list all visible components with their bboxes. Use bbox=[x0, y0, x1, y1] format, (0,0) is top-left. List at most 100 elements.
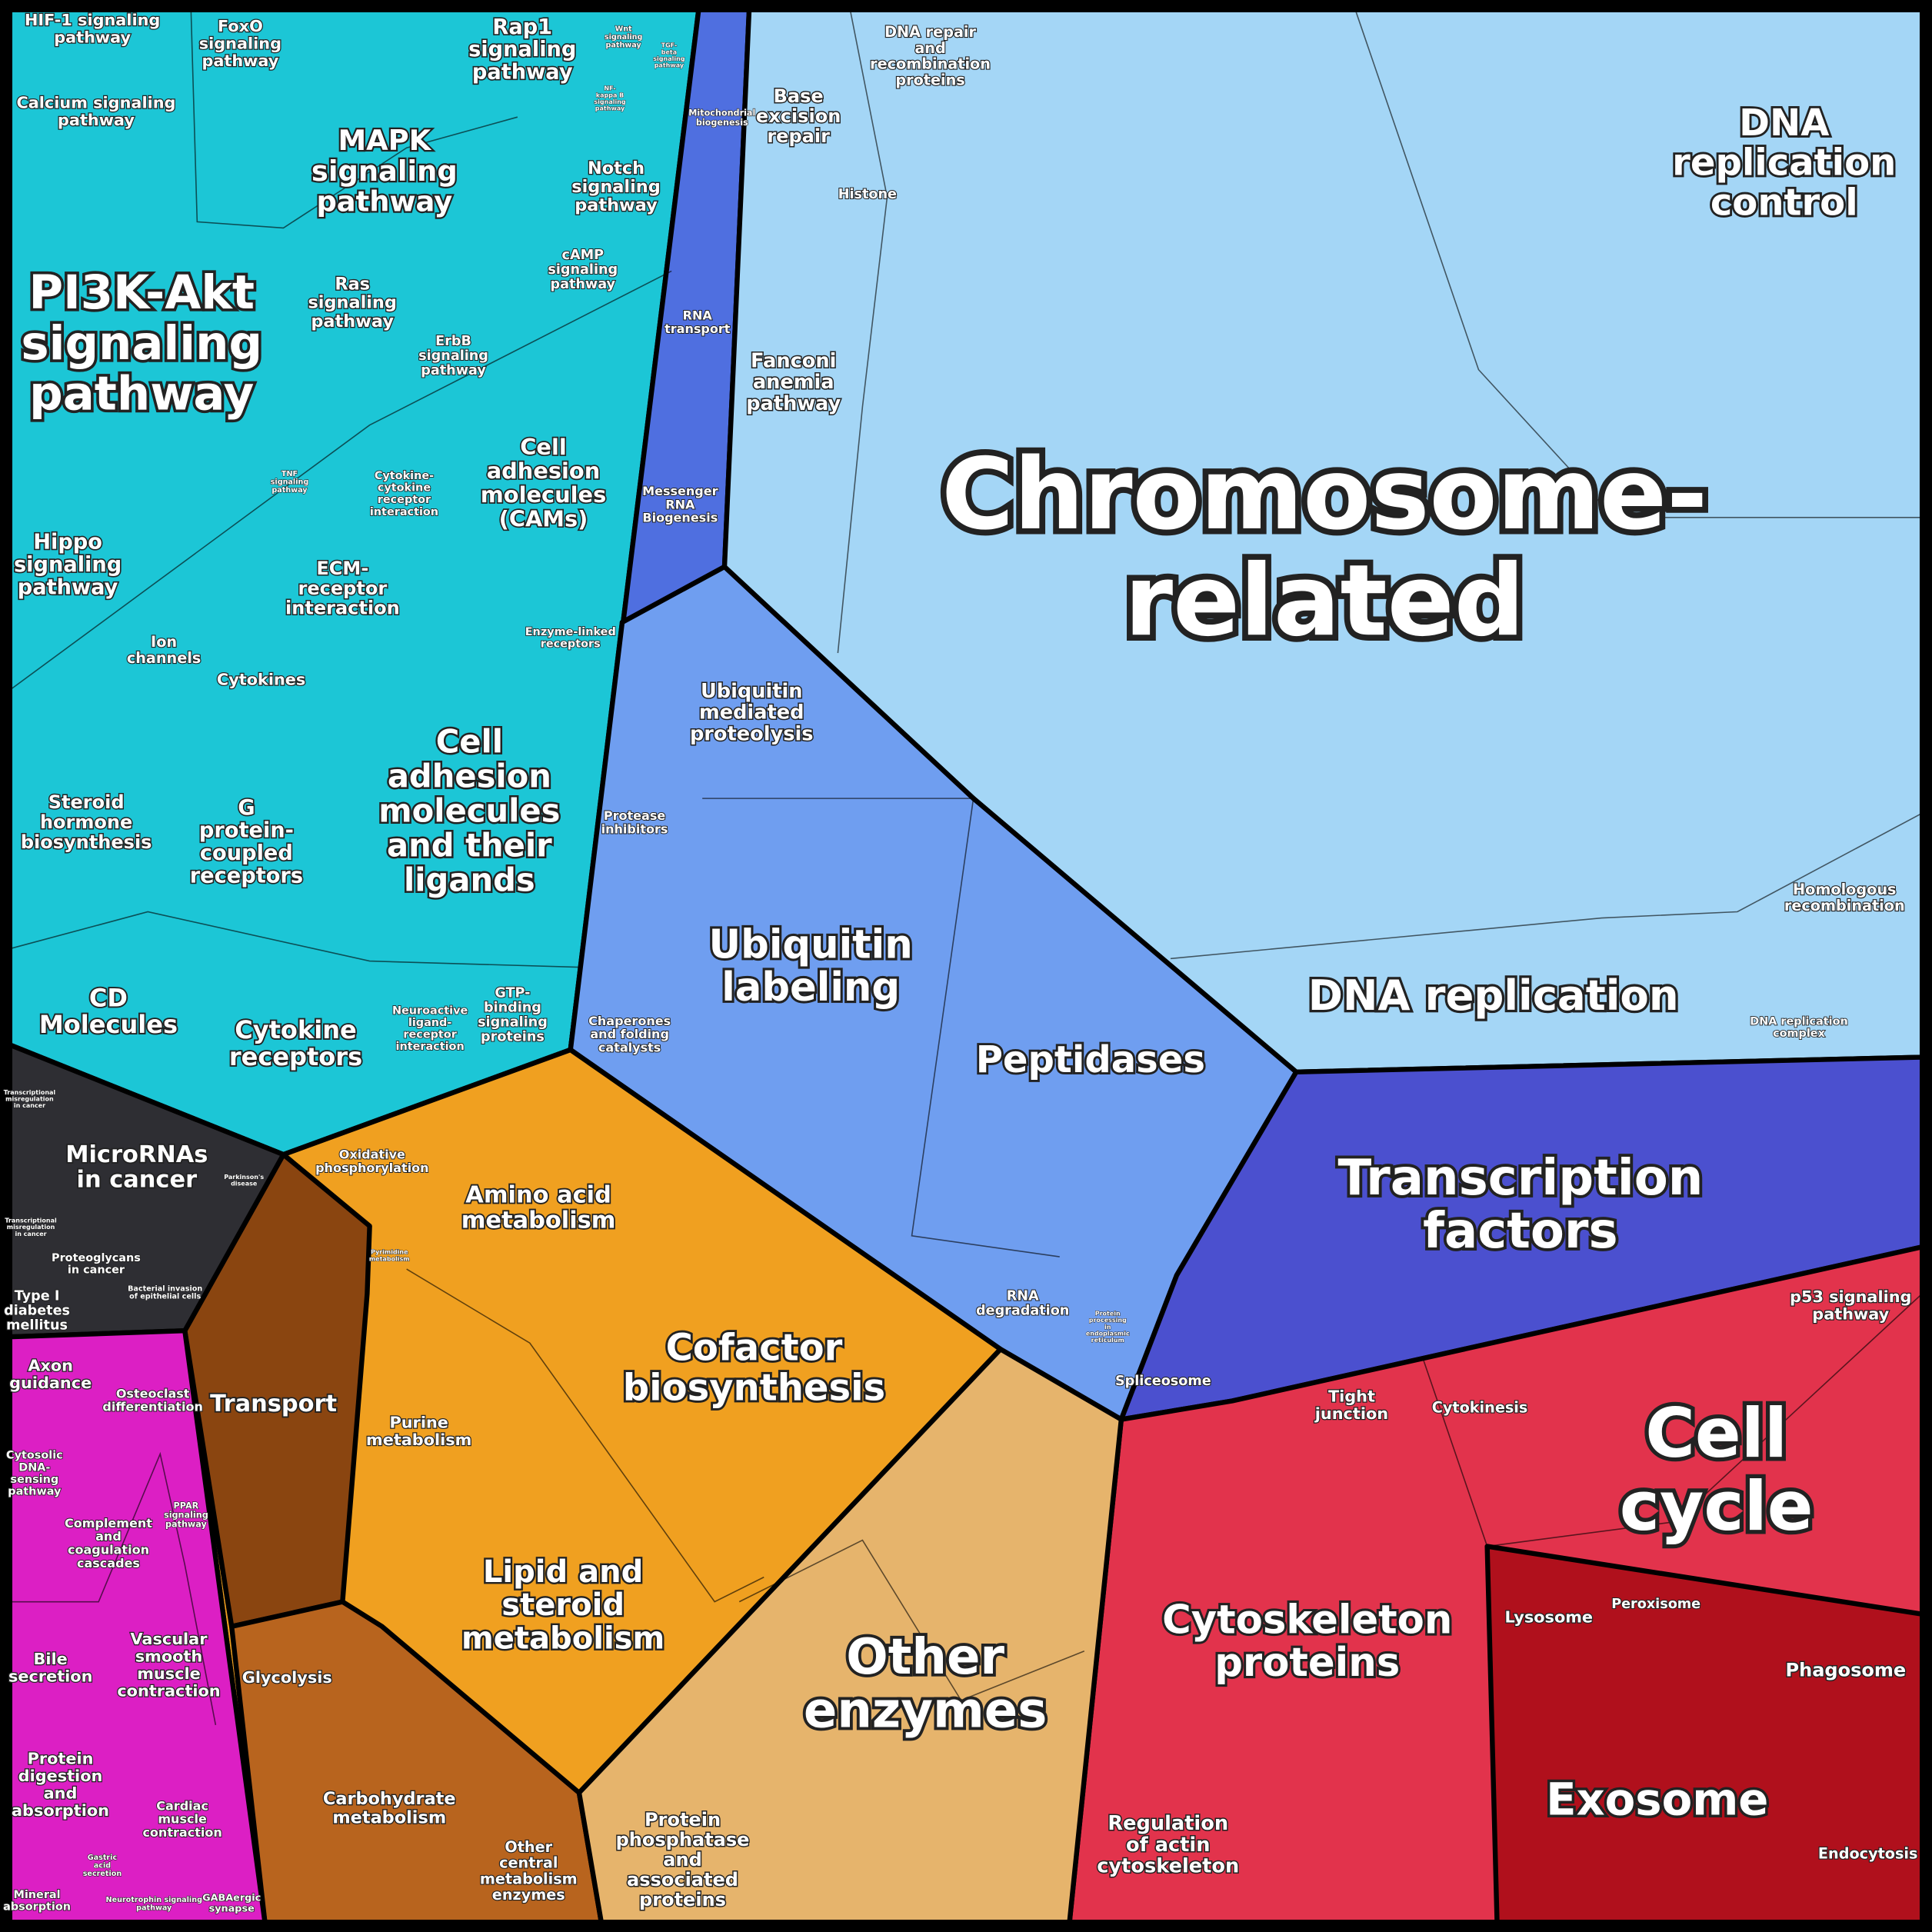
region-label: Biogenesis bbox=[642, 511, 718, 525]
region-label: Carbohydrate bbox=[323, 1789, 456, 1809]
region-label: HIF-1 signaling bbox=[25, 11, 160, 29]
region-label: Rap1 bbox=[492, 15, 552, 39]
region-label: DNA replication bbox=[1308, 971, 1679, 1020]
region-label: Proteoglycans bbox=[52, 1252, 141, 1264]
region-label: RNA bbox=[665, 497, 695, 511]
region-label: Endocytosis bbox=[1818, 1845, 1918, 1863]
region-label: Osteoclast bbox=[116, 1386, 190, 1401]
region-label: RNA bbox=[1007, 1288, 1039, 1304]
region-label: signaling bbox=[311, 155, 458, 188]
region-label: pathway bbox=[136, 1904, 172, 1912]
region-label: receptors bbox=[229, 1042, 362, 1071]
region-label: Mineral bbox=[14, 1889, 61, 1901]
region-label: signaling bbox=[478, 1015, 548, 1031]
cell-border bbox=[1170, 812, 1923, 960]
region-label: MAPK bbox=[338, 124, 431, 157]
region-label: PPAR bbox=[174, 1501, 199, 1511]
region-label: pathway bbox=[165, 1520, 207, 1530]
region-label: Fanconi bbox=[751, 350, 836, 373]
region-label: enzymes bbox=[804, 1682, 1048, 1739]
region-label: hormone bbox=[40, 811, 132, 833]
cell-border bbox=[406, 1268, 764, 1603]
region-label: Enzyme-linked bbox=[525, 626, 616, 638]
region-label: transport bbox=[665, 321, 731, 336]
region-label: GTP- bbox=[495, 986, 530, 1001]
region-label: NF- bbox=[604, 85, 615, 92]
region-label: control bbox=[1710, 182, 1858, 225]
region-label: pathway bbox=[202, 52, 278, 70]
region-label: pathway bbox=[550, 277, 615, 292]
region-label: Type I bbox=[15, 1289, 60, 1304]
region-label: Homologous bbox=[1793, 881, 1896, 898]
region-label: Wnt bbox=[615, 25, 632, 34]
region-label: Molecules bbox=[39, 1010, 178, 1039]
region-label: proteins bbox=[895, 71, 964, 88]
region-label: muscle bbox=[137, 1664, 200, 1683]
region-label: biosynthesis bbox=[623, 1366, 885, 1409]
region-label: of actin bbox=[1126, 1834, 1210, 1857]
region-label: Purine bbox=[389, 1413, 448, 1431]
region-label: metabolism bbox=[369, 1255, 410, 1262]
region-label: repair bbox=[767, 125, 830, 147]
region-label: Messenger bbox=[642, 484, 718, 498]
region-label: RNA bbox=[683, 308, 713, 323]
region-label: DNA bbox=[1739, 102, 1829, 145]
exosome-region bbox=[1484, 1544, 1925, 1925]
cell-border bbox=[702, 798, 1060, 1257]
region-label: DNA repair bbox=[884, 23, 976, 41]
region-label: contraction bbox=[142, 1825, 222, 1840]
region-label: Transcription bbox=[1337, 1150, 1703, 1207]
region-label: pathway bbox=[18, 575, 118, 599]
region-label: pathway bbox=[1812, 1304, 1889, 1323]
region-label: ECM- bbox=[316, 558, 368, 579]
region-label: Calcium signaling bbox=[16, 94, 175, 112]
region-label: junction bbox=[1314, 1404, 1388, 1423]
region-label: signaling bbox=[571, 177, 660, 197]
other-enzymes-region bbox=[576, 1347, 1124, 1925]
region-label: in cancer bbox=[68, 1264, 125, 1276]
magenta-region bbox=[7, 1328, 268, 1925]
region-label: Neuroactive bbox=[392, 1004, 468, 1017]
region-label: Peroxisome bbox=[1611, 1597, 1700, 1612]
cell-border bbox=[190, 9, 518, 229]
region-label: pathway bbox=[29, 367, 254, 421]
region-label: proteins bbox=[1214, 1640, 1400, 1686]
region-label: receptors bbox=[541, 638, 601, 651]
region-label: signaling bbox=[594, 98, 626, 105]
region-label: inhibitors bbox=[601, 821, 668, 836]
region-label: signaling bbox=[21, 316, 262, 371]
region-label: endoplasmic bbox=[1086, 1331, 1130, 1337]
region-label: catalysts bbox=[598, 1041, 661, 1055]
region-label: pathway bbox=[311, 311, 394, 331]
region-label: biosynthesis bbox=[21, 831, 152, 853]
region-label: proteins bbox=[481, 1030, 545, 1045]
region-label: ligands bbox=[404, 861, 535, 898]
region-label: smooth bbox=[135, 1647, 202, 1666]
region-label: pathway bbox=[746, 392, 841, 415]
region-label: recombination bbox=[1784, 897, 1905, 914]
region-label: GABAergic bbox=[202, 1893, 261, 1904]
region-label: proteins bbox=[639, 1889, 726, 1910]
region-label: channels bbox=[127, 649, 201, 667]
region-label: related bbox=[1124, 544, 1524, 658]
region-label: signaling bbox=[199, 35, 281, 53]
region-label: receptors bbox=[190, 864, 303, 888]
region-label: metabolism bbox=[366, 1431, 471, 1449]
region-label: Cell bbox=[520, 434, 566, 460]
region-label: MicroRNAs bbox=[65, 1141, 208, 1168]
region-label: molecules bbox=[378, 791, 560, 829]
region-label: secretion bbox=[83, 1870, 122, 1878]
region-label: Notch bbox=[588, 158, 645, 178]
region-label: metabolism bbox=[480, 1870, 578, 1887]
region-label: cAMP bbox=[562, 248, 605, 263]
region-label: pathway bbox=[472, 61, 573, 85]
region-label: Vascular bbox=[130, 1630, 208, 1648]
region-label: G bbox=[238, 796, 255, 820]
region-label: excision bbox=[756, 105, 841, 127]
region-label: mediated bbox=[699, 701, 804, 724]
labels: HIF-1 signalingpathwayFoxOsignalingpathw… bbox=[2, 10, 1918, 1915]
region-label: phosphatase bbox=[616, 1829, 750, 1850]
region-label: pathway bbox=[606, 41, 642, 49]
